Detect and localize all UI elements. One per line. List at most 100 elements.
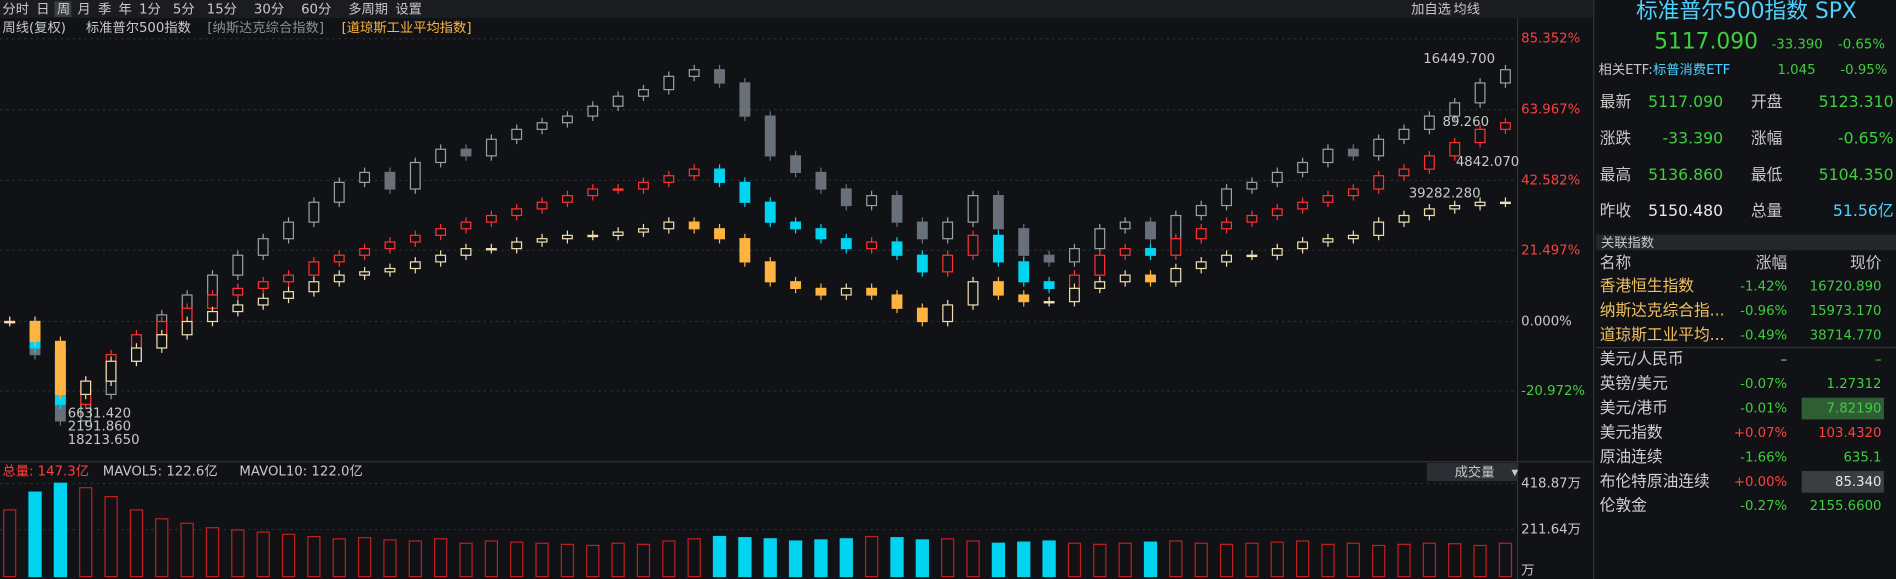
- candle: [1322, 195, 1334, 203]
- toolbar-button[interactable]: 加自选: [1411, 2, 1451, 18]
- pct: -0.65%: [1838, 38, 1885, 53]
- candle: [511, 208, 523, 217]
- volume-bar: [281, 533, 296, 578]
- candle: [333, 181, 345, 203]
- related-cell: 635.1: [1843, 450, 1881, 465]
- volume-bar: [1067, 542, 1082, 578]
- candle: [207, 310, 218, 323]
- candle: [1474, 82, 1486, 104]
- related-cell[interactable]: 美元/人民币: [1600, 349, 1684, 368]
- related-cell[interactable]: 伦敦金: [1600, 496, 1647, 515]
- candle: [359, 171, 371, 183]
- related-cell[interactable]: 布伦特原油连续: [1600, 471, 1710, 490]
- candle: [587, 105, 599, 117]
- related-cell[interactable]: 香港恒生指数: [1600, 276, 1695, 295]
- related-cell[interactable]: 英镑/美元: [1600, 374, 1668, 393]
- candle: [1347, 234, 1359, 240]
- candle: [1297, 241, 1309, 250]
- candle: [435, 228, 447, 236]
- candle: [1145, 221, 1156, 240]
- related-cell[interactable]: 道琼斯工业平均...: [1600, 325, 1725, 344]
- stat-cell: 涨幅: [1751, 129, 1782, 148]
- volume-bar: [1017, 541, 1031, 578]
- candle: [536, 122, 548, 130]
- volume-bar: [915, 539, 929, 578]
- related-cell[interactable]: 原油连续: [1600, 447, 1663, 466]
- period-tab[interactable]: 30分: [254, 2, 284, 18]
- candle: [1297, 161, 1309, 174]
- volume-bar: [586, 544, 600, 578]
- candle: [866, 287, 878, 296]
- candle: [1347, 148, 1359, 157]
- high-label: 16449.700: [1423, 52, 1495, 67]
- toolbar-button[interactable]: 均线: [1453, 2, 1480, 18]
- chart-header: 标准普尔500指数: [86, 20, 191, 36]
- candle: [409, 261, 421, 270]
- candle: [359, 248, 371, 256]
- volume-bar: [535, 542, 549, 578]
- candle: [536, 201, 548, 210]
- candle: [1069, 287, 1080, 303]
- candle: [308, 261, 320, 276]
- related-cell[interactable]: 纳斯达克综合指...: [1600, 300, 1725, 319]
- period-tab[interactable]: 1分: [139, 2, 161, 18]
- volume-unit: 万: [1521, 564, 1534, 579]
- candle: [1221, 254, 1233, 263]
- candle: [561, 195, 573, 203]
- etf-pct: -0.95%: [1840, 63, 1887, 78]
- volume-bar: [3, 509, 17, 578]
- y-tick-label: 63.967%: [1521, 103, 1580, 118]
- related-cell: –: [1875, 353, 1882, 368]
- related-cell: -0.07%: [1740, 377, 1787, 392]
- candle: [130, 347, 142, 362]
- candle: [739, 181, 751, 203]
- candle: [992, 195, 1004, 230]
- stat-cell: 昨收: [1600, 201, 1632, 220]
- volume-bar: [357, 537, 372, 578]
- candle: [587, 188, 599, 197]
- toolbar-bg: [0, 0, 1594, 19]
- high-label: 89.260: [1443, 115, 1489, 130]
- volume-bar: [662, 540, 676, 578]
- period-tab[interactable]: 季: [98, 2, 111, 18]
- candle: [587, 234, 599, 238]
- candle: [1221, 188, 1233, 207]
- period-tab[interactable]: 多周期: [348, 1, 388, 18]
- chart-header[interactable]: [道琼斯工业平均指数]: [342, 20, 472, 36]
- volume-bar: [408, 540, 422, 578]
- period-tab[interactable]: 设置: [395, 2, 422, 18]
- period-tab[interactable]: 60分: [301, 2, 331, 18]
- selector-bg[interactable]: [1426, 462, 1518, 482]
- related-head: 涨幅: [1756, 253, 1787, 272]
- period-tab[interactable]: 分时: [2, 2, 29, 18]
- period-tab[interactable]: 日: [36, 3, 49, 18]
- candle: [739, 238, 751, 263]
- volume-selector[interactable]: 成交量: [1455, 464, 1495, 481]
- related-cell: -1.66%: [1740, 450, 1787, 465]
- dropdown-arrow[interactable]: ▾: [1511, 466, 1518, 481]
- candle: [1119, 221, 1131, 230]
- volume-bar: [1219, 543, 1234, 578]
- candle: [283, 291, 294, 299]
- period-tab[interactable]: 月: [77, 3, 90, 18]
- etf-name[interactable]: 标普消费ETF: [1653, 62, 1730, 78]
- candle: [384, 267, 396, 273]
- candle: [739, 82, 751, 117]
- candle: [1499, 69, 1511, 84]
- period-tab[interactable]: 年: [119, 2, 132, 18]
- chart-header[interactable]: [纳斯达克综合指数]: [207, 20, 324, 36]
- candle: [4, 320, 16, 324]
- candle: [790, 281, 802, 289]
- candle: [1195, 228, 1207, 240]
- related-cell: 103.4320: [1818, 426, 1881, 441]
- period-tab[interactable]: 周: [57, 3, 70, 18]
- candle: [1246, 214, 1258, 223]
- volume-bar: [814, 539, 828, 578]
- period-tab[interactable]: 15分: [207, 2, 237, 18]
- change: -33.390: [1771, 38, 1822, 53]
- related-cell[interactable]: 美元/港币: [1600, 398, 1668, 417]
- volume-bar: [560, 543, 575, 578]
- period-tab[interactable]: 5分: [173, 2, 195, 18]
- related-cell[interactable]: 美元指数: [1600, 422, 1663, 441]
- related-cell: +0.00%: [1734, 475, 1787, 490]
